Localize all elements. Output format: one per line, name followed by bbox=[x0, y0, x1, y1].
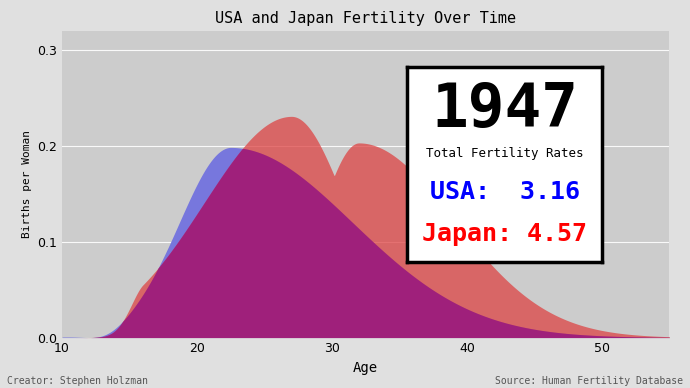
Y-axis label: Births per Woman: Births per Woman bbox=[21, 130, 32, 238]
X-axis label: Age: Age bbox=[353, 361, 378, 375]
Text: Japan: 4.57: Japan: 4.57 bbox=[422, 222, 587, 246]
Text: Creator: Stephen Holzman: Creator: Stephen Holzman bbox=[7, 376, 148, 386]
Text: USA:  3.16: USA: 3.16 bbox=[430, 180, 580, 204]
Text: 1947: 1947 bbox=[431, 81, 578, 140]
Title: USA and Japan Fertility Over Time: USA and Japan Fertility Over Time bbox=[215, 11, 516, 26]
Text: Total Fertility Rates: Total Fertility Rates bbox=[426, 147, 584, 160]
Text: Source: Human Fertility Database: Source: Human Fertility Database bbox=[495, 376, 683, 386]
